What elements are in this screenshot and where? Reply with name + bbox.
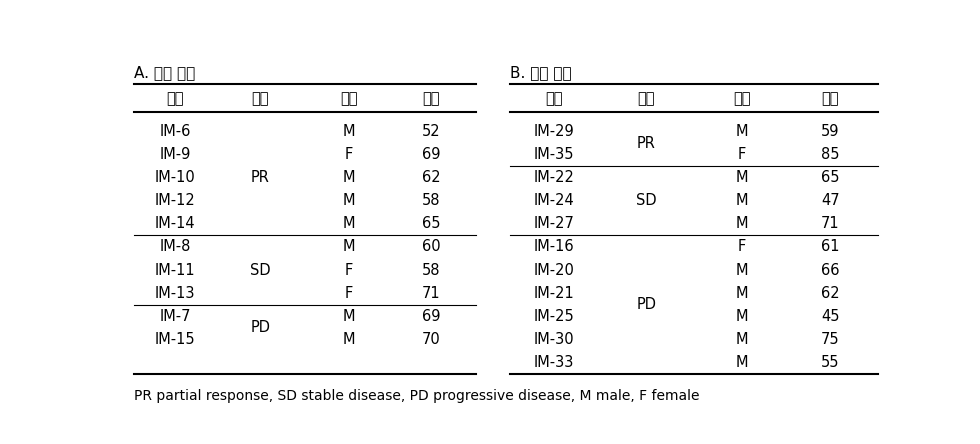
Text: IM-15: IM-15 (155, 332, 195, 347)
Text: M: M (736, 193, 748, 208)
Text: M: M (736, 216, 748, 231)
Text: F: F (345, 285, 354, 301)
Text: M: M (736, 124, 748, 139)
Text: 69: 69 (422, 147, 440, 162)
Text: 62: 62 (821, 285, 840, 301)
Text: F: F (738, 239, 746, 254)
Text: IM-10: IM-10 (155, 170, 195, 185)
Text: 65: 65 (821, 170, 840, 185)
Text: PR: PR (251, 170, 270, 185)
Text: M: M (736, 355, 748, 370)
Text: 그룹: 그룹 (637, 91, 655, 106)
Text: IM-8: IM-8 (159, 239, 190, 254)
Text: F: F (345, 262, 354, 278)
Text: 그룹: 그룹 (252, 91, 270, 106)
Text: IM-13: IM-13 (155, 285, 195, 301)
Text: 61: 61 (821, 239, 840, 254)
Text: M: M (343, 170, 356, 185)
Text: 75: 75 (821, 332, 840, 347)
Text: IM-27: IM-27 (534, 216, 574, 231)
Text: 나이: 나이 (422, 91, 440, 106)
Text: A. 훈련 집합: A. 훈련 집합 (134, 65, 195, 80)
Text: 47: 47 (821, 193, 840, 208)
Text: IM-21: IM-21 (534, 285, 574, 301)
Text: 65: 65 (422, 216, 440, 231)
Text: B. 검증 집합: B. 검증 집합 (510, 65, 571, 80)
Text: 58: 58 (422, 262, 440, 278)
Text: PD: PD (636, 297, 657, 312)
Text: PR partial response, SD stable disease, PD progressive disease, M male, F female: PR partial response, SD stable disease, … (134, 389, 700, 403)
Text: 59: 59 (821, 124, 840, 139)
Text: IM-6: IM-6 (159, 124, 190, 139)
Text: SD: SD (250, 262, 270, 278)
Text: M: M (343, 309, 356, 324)
Text: IM-29: IM-29 (534, 124, 574, 139)
Text: IM-24: IM-24 (534, 193, 574, 208)
Text: IM-12: IM-12 (155, 193, 195, 208)
Text: M: M (736, 285, 748, 301)
Text: 55: 55 (821, 355, 840, 370)
Text: IM-11: IM-11 (155, 262, 195, 278)
Text: IM-16: IM-16 (534, 239, 574, 254)
Text: IM-30: IM-30 (534, 332, 574, 347)
Text: M: M (736, 170, 748, 185)
Text: 나이: 나이 (821, 91, 839, 106)
Text: 45: 45 (821, 309, 840, 324)
Text: IM-25: IM-25 (534, 309, 574, 324)
Text: 58: 58 (422, 193, 440, 208)
Text: PR: PR (637, 135, 656, 151)
Text: M: M (736, 332, 748, 347)
Text: 70: 70 (421, 332, 441, 347)
Text: F: F (345, 147, 354, 162)
Text: M: M (343, 239, 356, 254)
Text: 성별: 성별 (340, 91, 358, 106)
Text: 번호: 번호 (545, 91, 563, 106)
Text: M: M (736, 309, 748, 324)
Text: 71: 71 (422, 285, 441, 301)
Text: M: M (343, 216, 356, 231)
Text: 60: 60 (422, 239, 441, 254)
Text: 번호: 번호 (167, 91, 183, 106)
Text: IM-9: IM-9 (159, 147, 190, 162)
Text: 52: 52 (422, 124, 441, 139)
Text: 71: 71 (821, 216, 840, 231)
Text: M: M (343, 332, 356, 347)
Text: F: F (738, 147, 746, 162)
Text: 66: 66 (821, 262, 840, 278)
Text: IM-20: IM-20 (534, 262, 574, 278)
Text: 62: 62 (422, 170, 441, 185)
Text: IM-35: IM-35 (534, 147, 574, 162)
Text: 69: 69 (422, 309, 440, 324)
Text: IM-33: IM-33 (534, 355, 574, 370)
Text: 성별: 성별 (733, 91, 751, 106)
Text: IM-22: IM-22 (534, 170, 574, 185)
Text: SD: SD (636, 193, 657, 208)
Text: IM-7: IM-7 (159, 309, 191, 324)
Text: IM-14: IM-14 (155, 216, 195, 231)
Text: M: M (736, 262, 748, 278)
Text: 85: 85 (821, 147, 840, 162)
Text: PD: PD (250, 320, 270, 335)
Text: M: M (343, 193, 356, 208)
Text: M: M (343, 124, 356, 139)
